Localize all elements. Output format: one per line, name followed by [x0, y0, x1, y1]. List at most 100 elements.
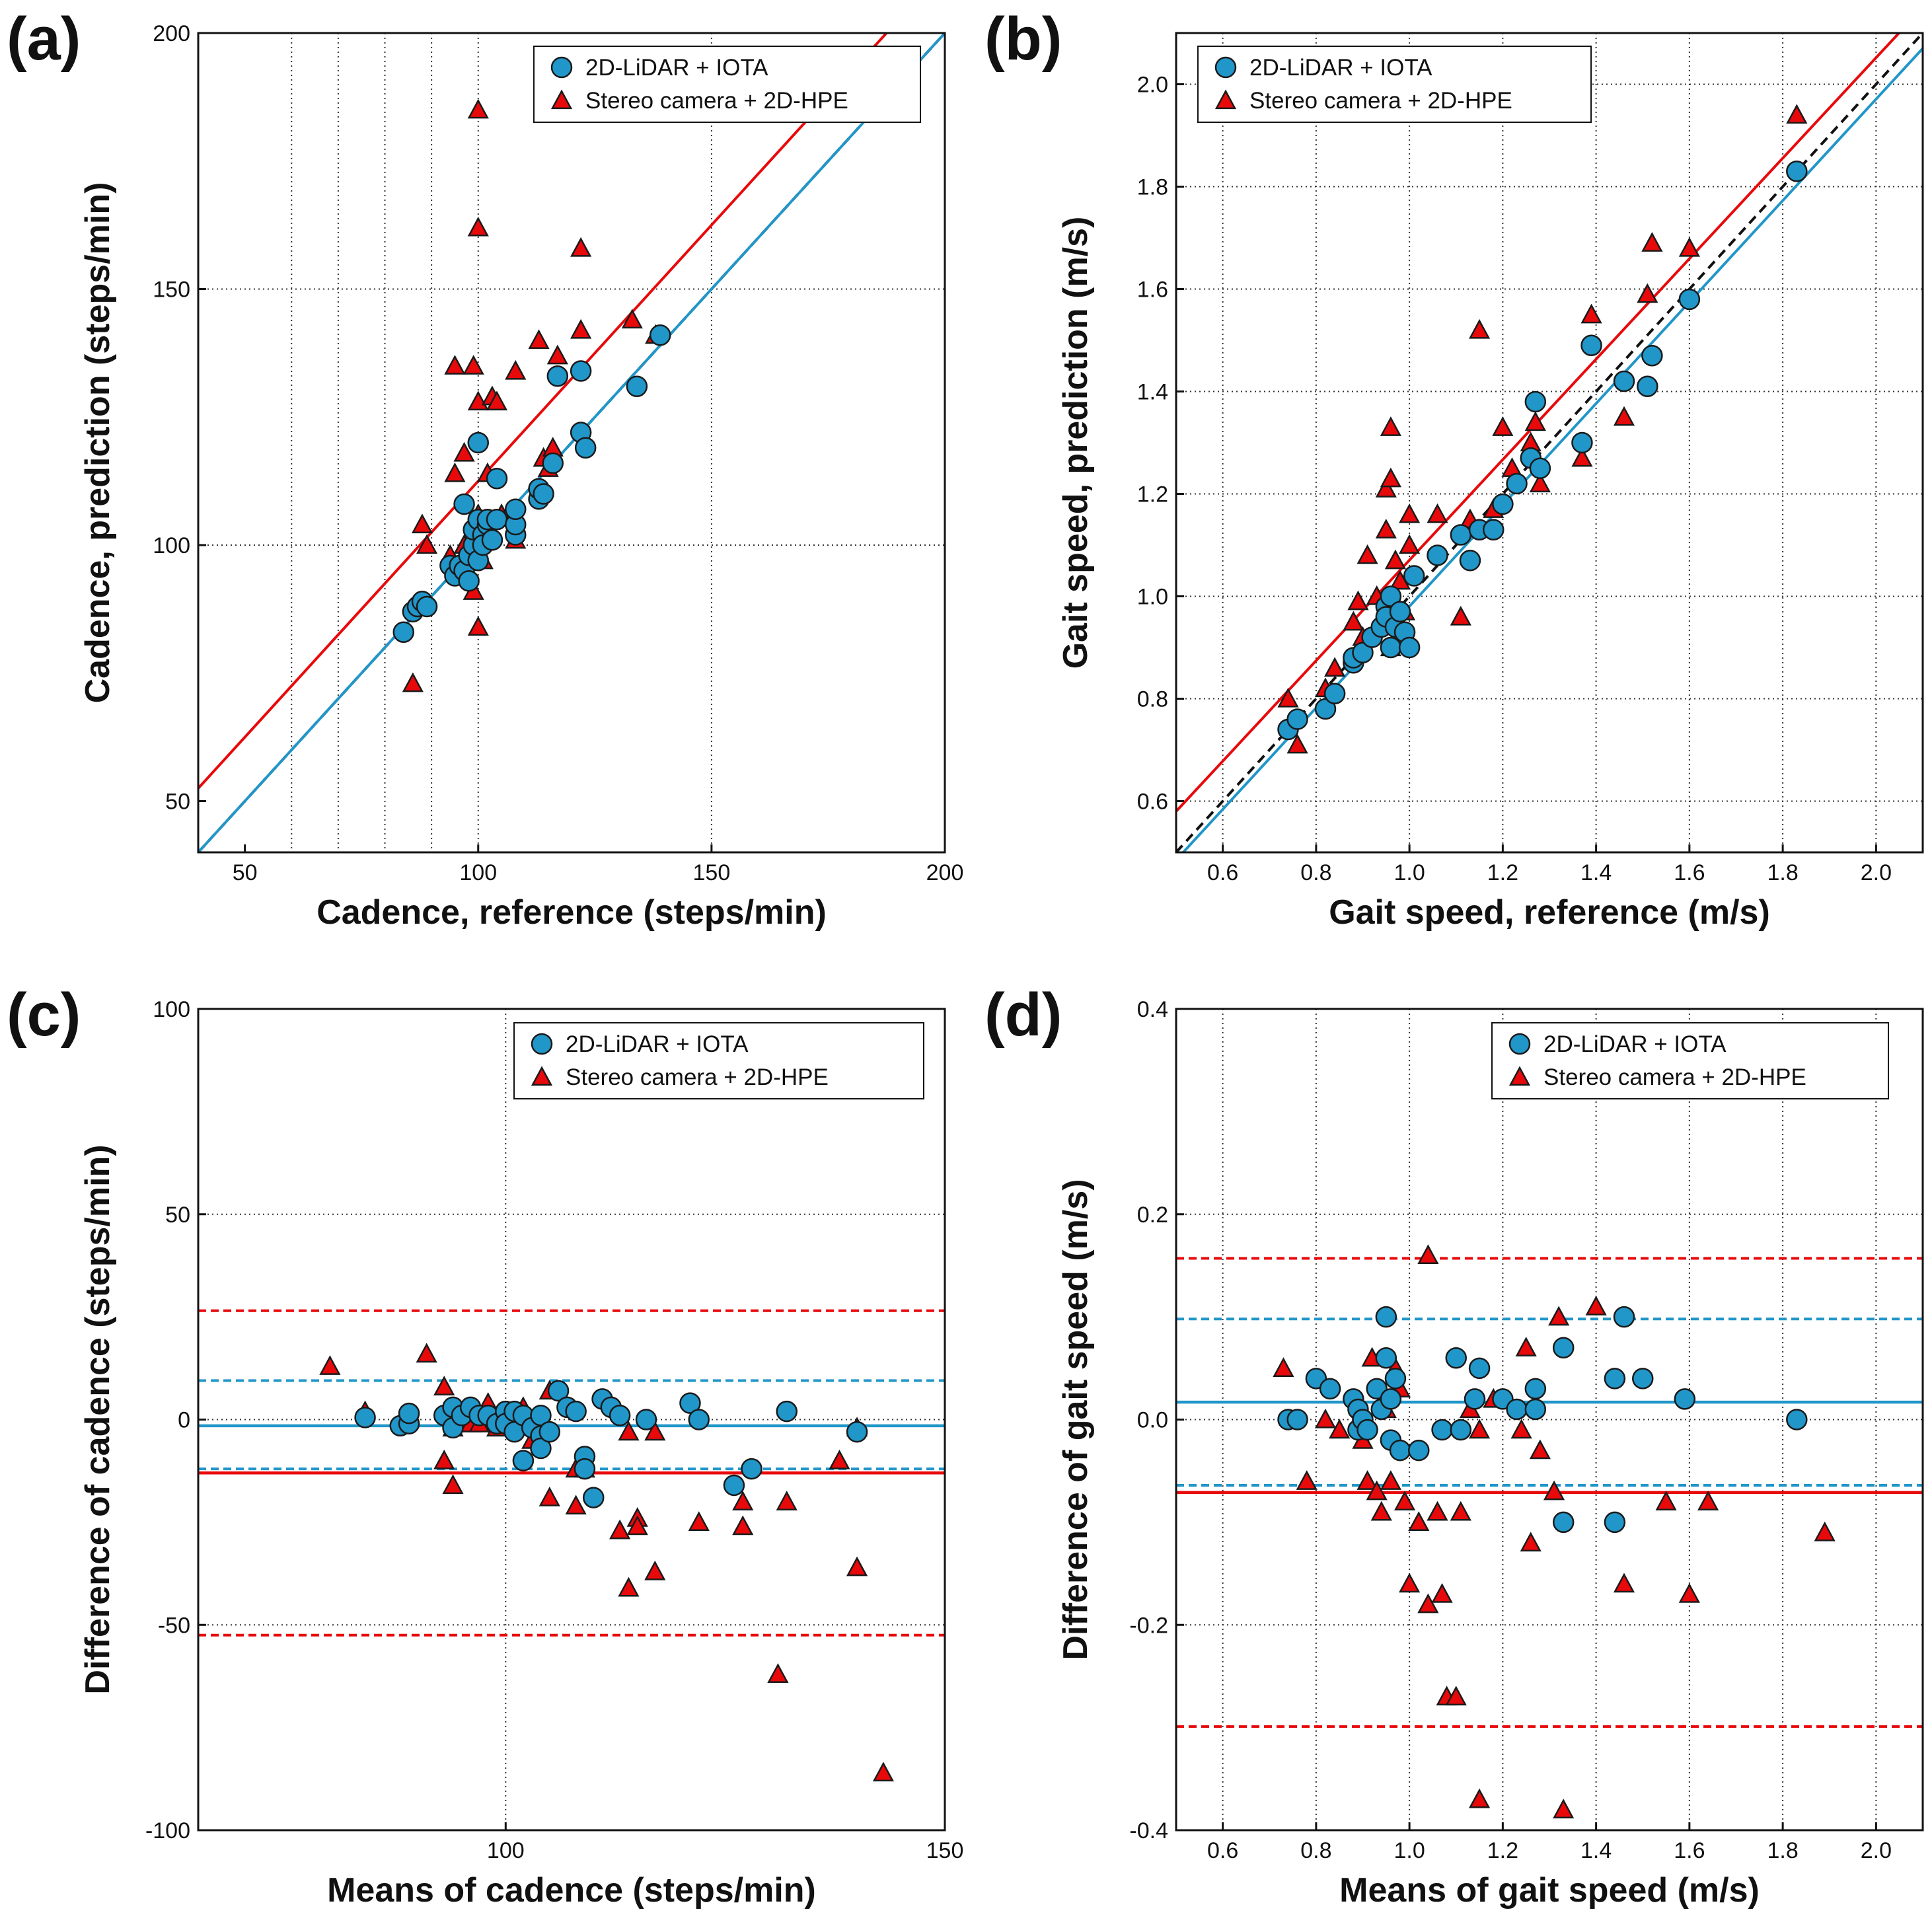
y-tick-label: 50 [165, 790, 190, 815]
stereo-point [539, 1486, 560, 1506]
lidar-point [505, 498, 527, 520]
lidar-point [467, 431, 489, 454]
x-tick-label: 100 [459, 860, 497, 885]
plot-area [198, 33, 945, 852]
stereo-point [644, 1421, 666, 1441]
plot-area [1176, 1244, 1923, 1819]
stereo-point [1468, 318, 1491, 339]
lidar-point [1375, 1347, 1397, 1369]
legend-stereo-label: Stereo camera + 2D-HPE [566, 1064, 829, 1090]
panel-letter: (a) [7, 5, 81, 73]
stereo-point [1515, 1337, 1537, 1356]
lidar-point [392, 621, 414, 643]
y-tick-label: 150 [153, 278, 190, 303]
lidar-point [1604, 1511, 1626, 1534]
lidar-point [1459, 550, 1481, 572]
y-tick-label: 200 [153, 21, 190, 46]
lidar-point [1356, 1419, 1378, 1441]
stereo-point [486, 390, 508, 411]
stereo-point [1585, 1295, 1607, 1316]
lidar-point [1529, 457, 1551, 479]
lidar-point [1468, 1357, 1491, 1380]
lidar-series [1277, 161, 1808, 741]
lidar-point [1450, 1419, 1472, 1441]
lidar-fit-line [198, 33, 945, 852]
stereo-point [1655, 1491, 1677, 1510]
stereo-point [416, 1343, 437, 1363]
stereo-point [688, 1511, 710, 1532]
stereo-point [1510, 1419, 1532, 1439]
stereo-series [1273, 1244, 1836, 1819]
stereo-point [1277, 687, 1299, 708]
stereo-point [1417, 1593, 1439, 1613]
x-tick-label: 1.2 [1487, 860, 1518, 885]
stereo-point [1543, 1480, 1565, 1501]
lidar-point [1524, 1398, 1547, 1421]
lidar-point [1678, 288, 1701, 311]
legend-box [1491, 1022, 1889, 1099]
stereo-point [1678, 1583, 1700, 1603]
stereo-point [442, 1474, 464, 1495]
legend-lidar-label: 2D-LiDAR + IOTA [1543, 1031, 1727, 1057]
stereo-point [1468, 1419, 1491, 1439]
stereo-point [467, 616, 489, 636]
stereo-point [319, 1355, 341, 1375]
lidar-point [723, 1474, 745, 1497]
lidar-point [1674, 1388, 1696, 1410]
lidar-point [453, 493, 475, 515]
stereo-point [1553, 1798, 1575, 1819]
y-tick-label: 0.8 [1137, 687, 1168, 712]
stereo-point [1356, 544, 1378, 564]
panel-c: 100 150 -100 -50 0 50 100 Means of cadence (ste… [7, 981, 963, 1909]
stereo-point [829, 1450, 850, 1469]
legend-stereo-marker [550, 89, 573, 110]
lidar-point [512, 1450, 535, 1471]
stereo-point [1814, 1521, 1836, 1541]
legend-box [1197, 46, 1592, 123]
stereo-point [644, 1560, 666, 1580]
lidar-point [539, 1421, 561, 1443]
y-tick-label: 100 [153, 997, 190, 1022]
stereo-point [467, 98, 489, 119]
stereo-point [1408, 1511, 1430, 1532]
y-axis-title: Gait speed, prediction (m/s) [1057, 217, 1095, 669]
y-tick-label: 0 [178, 1408, 190, 1433]
plot-area [198, 1309, 945, 1782]
legend-lidar-label: 2D-LiDAR + IOTA [566, 1031, 749, 1057]
x-tick-label: 1.0 [1393, 860, 1425, 885]
legend: 2D-LiDAR + IOTA Stereo camera + 2D-HPE [533, 46, 921, 123]
lidar-point [1389, 1439, 1411, 1462]
lidar-point [688, 1409, 710, 1430]
stereo-fit-line [1176, 33, 1901, 813]
y-tick-label: 1.8 [1137, 175, 1168, 200]
x-tick-label: 100 [487, 1838, 525, 1863]
y-tick-label: 0.6 [1137, 790, 1168, 815]
stereo-point [1580, 303, 1602, 324]
stereo-point [1450, 605, 1471, 626]
lidar-series [1277, 1306, 1808, 1534]
stereo-point [618, 1421, 640, 1441]
lidar-point [1427, 544, 1448, 566]
stereo-point [1314, 1408, 1337, 1428]
stereo-point [1347, 590, 1369, 611]
lidar-point [1492, 493, 1514, 515]
y-tick-label: 0.2 [1137, 1203, 1168, 1228]
stereo-point [1286, 733, 1308, 754]
stereo-point [570, 237, 592, 257]
stereo-point [1524, 411, 1546, 431]
x-tick-label: 1.2 [1487, 1838, 1518, 1863]
x-tick-label: 0.6 [1207, 1838, 1238, 1863]
lidar-point [1380, 585, 1402, 607]
legend-lidar-label: 2D-LiDAR + IOTA [1249, 55, 1432, 81]
x-tick-label: 50 [233, 860, 258, 885]
stereo-point [1393, 1491, 1416, 1510]
lidar-point [1571, 431, 1593, 454]
legend-box [513, 1022, 924, 1099]
y-axis-title: Cadence, prediction (steps/min) [79, 182, 117, 704]
x-axis-title: Cadence, reference (steps/min) [316, 893, 827, 932]
legend-stereo-marker [531, 1066, 553, 1086]
lidar-point [1319, 1378, 1341, 1400]
stereo-point [528, 329, 550, 350]
x-tick-label: 0.8 [1300, 860, 1331, 885]
lidar-point [1506, 472, 1528, 495]
